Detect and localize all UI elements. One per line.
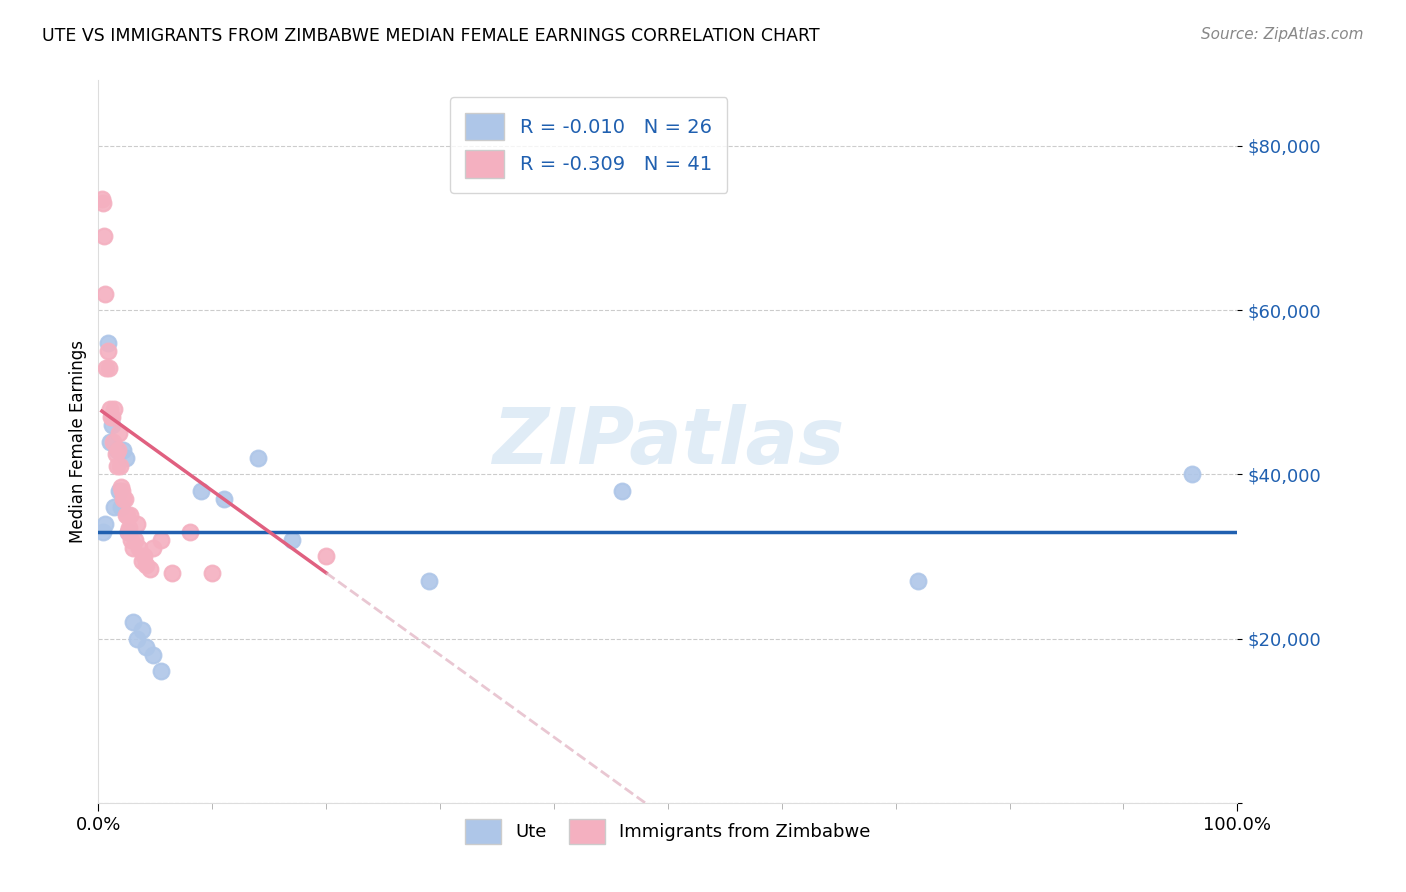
- Point: [114, 491, 136, 506]
- Point: [131, 553, 153, 567]
- Point: [142, 541, 165, 556]
- Point: [107, 442, 129, 457]
- Point: [1181, 467, 1204, 482]
- Y-axis label: Median Female Earnings: Median Female Earnings: [69, 340, 87, 543]
- Point: [96, 360, 118, 375]
- Point: [124, 533, 146, 547]
- Point: [190, 483, 212, 498]
- Point: [103, 401, 125, 416]
- Point: [150, 665, 173, 679]
- Point: [114, 450, 136, 465]
- Point: [135, 640, 157, 654]
- Point: [121, 615, 143, 630]
- Text: UTE VS IMMIGRANTS FROM ZIMBABWE MEDIAN FEMALE EARNINGS CORRELATION CHART: UTE VS IMMIGRANTS FROM ZIMBABWE MEDIAN F…: [42, 27, 820, 45]
- Point: [120, 508, 142, 523]
- Point: [201, 566, 224, 580]
- Text: Source: ZipAtlas.com: Source: ZipAtlas.com: [1201, 27, 1364, 42]
- Point: [281, 533, 304, 547]
- Point: [103, 434, 125, 449]
- Point: [98, 401, 121, 416]
- Legend: Ute, Immigrants from Zimbabwe: Ute, Immigrants from Zimbabwe: [458, 812, 877, 852]
- Point: [93, 229, 115, 244]
- Point: [91, 196, 114, 211]
- Point: [138, 562, 160, 576]
- Point: [121, 541, 143, 556]
- Point: [127, 632, 149, 646]
- Point: [162, 566, 184, 580]
- Point: [96, 336, 118, 351]
- Point: [101, 418, 124, 433]
- Point: [612, 483, 634, 498]
- Point: [108, 426, 131, 441]
- Point: [98, 434, 121, 449]
- Point: [128, 541, 150, 556]
- Point: [212, 491, 235, 506]
- Point: [315, 549, 337, 564]
- Point: [418, 574, 440, 588]
- Point: [115, 508, 138, 523]
- Point: [127, 516, 149, 531]
- Point: [100, 409, 122, 424]
- Point: [105, 442, 128, 457]
- Point: [907, 574, 929, 588]
- Point: [112, 491, 135, 506]
- Point: [108, 483, 131, 498]
- Point: [114, 508, 136, 523]
- Point: [110, 500, 132, 515]
- Point: [103, 500, 125, 515]
- Point: [142, 648, 165, 662]
- Point: [101, 409, 124, 424]
- Point: [120, 533, 142, 547]
- Point: [96, 344, 118, 359]
- Point: [97, 360, 120, 375]
- Point: [90, 192, 112, 206]
- Point: [94, 286, 117, 301]
- Point: [108, 459, 131, 474]
- Point: [94, 516, 117, 531]
- Point: [135, 558, 157, 572]
- Point: [179, 524, 201, 539]
- Point: [91, 524, 114, 539]
- Point: [105, 459, 128, 474]
- Point: [117, 524, 139, 539]
- Point: [110, 480, 132, 494]
- Point: [112, 442, 135, 457]
- Point: [104, 447, 127, 461]
- Point: [131, 624, 153, 638]
- Text: ZIPatlas: ZIPatlas: [492, 403, 844, 480]
- Point: [117, 524, 139, 539]
- Point: [118, 521, 141, 535]
- Point: [111, 483, 134, 498]
- Point: [150, 533, 173, 547]
- Point: [246, 450, 269, 465]
- Point: [132, 549, 155, 564]
